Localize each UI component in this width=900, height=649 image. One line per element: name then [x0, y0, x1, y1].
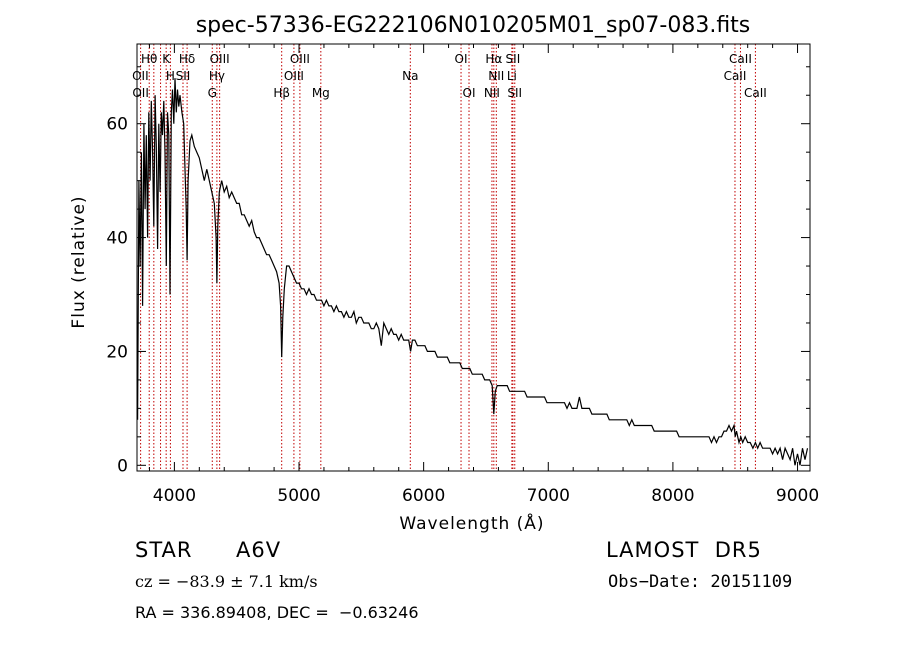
- line-label: NII: [488, 69, 504, 83]
- line-label: OI: [455, 52, 468, 66]
- y-axis: 0 20 40 60: [106, 66, 810, 476]
- redshift-velocity: cz = −83.9 ± 7.1 km/s: [135, 572, 318, 591]
- line-label: Hθ: [141, 52, 157, 66]
- line-label: CaII: [724, 69, 747, 83]
- line-label: H: [166, 69, 175, 83]
- line-label: K: [162, 52, 171, 66]
- line-label: OIII: [210, 52, 230, 66]
- y-tick-label: 60: [106, 115, 128, 135]
- line-label: OII: [132, 86, 149, 100]
- y-tick-label: 20: [106, 342, 128, 362]
- line-label: NII: [484, 86, 500, 100]
- line-label: OII: [132, 69, 149, 83]
- line-label: Hδ: [179, 52, 195, 66]
- line-label: Hβ: [273, 86, 290, 100]
- line-label: Na: [402, 69, 418, 83]
- x-axis: 4000 5000 6000 7000 8000 9000: [148, 44, 819, 506]
- x-tick-label: 7000: [527, 486, 570, 506]
- line-label: OIII: [284, 69, 304, 83]
- coordinates: RA = 336.89408, DEC = −0.63246: [135, 603, 419, 622]
- object-class: STAR: [135, 538, 193, 562]
- line-label: SII: [506, 52, 521, 66]
- x-tick-label: 6000: [402, 486, 445, 506]
- spectral-line-markers: [140, 44, 756, 471]
- spectral-subclass: A6V: [236, 538, 282, 562]
- line-label: Mg: [312, 86, 330, 100]
- chart-title: spec-57336-EG222106N010205M01_sp07-083.f…: [196, 13, 751, 38]
- line-label: Li: [507, 69, 517, 83]
- line-label: SII: [176, 69, 191, 83]
- line-label: OI: [463, 86, 476, 100]
- line-label: G: [208, 86, 217, 100]
- line-label: Hα: [485, 52, 502, 66]
- x-tick-label: 9000: [776, 486, 819, 506]
- x-tick-label: 4000: [153, 486, 196, 506]
- line-label: OIII: [290, 52, 310, 66]
- observation-date: Obs−Date: 20151109: [608, 572, 793, 592]
- plot-frame: [136, 43, 811, 472]
- y-tick-label: 0: [117, 456, 128, 476]
- spectrum-line: [137, 78, 809, 466]
- survey-name: LAMOST DR5: [606, 538, 762, 562]
- line-label: SII: [507, 86, 522, 100]
- x-tick-label: 5000: [277, 486, 320, 506]
- y-tick-label: 40: [106, 229, 128, 249]
- x-tick-label: 8000: [651, 486, 694, 506]
- y-axis-label: Flux (relative): [69, 195, 89, 328]
- line-label: CaII: [729, 52, 752, 66]
- line-label: Hγ: [209, 69, 225, 83]
- x-axis-label: Wavelength (Å): [399, 512, 544, 534]
- line-label: CaII: [744, 86, 767, 100]
